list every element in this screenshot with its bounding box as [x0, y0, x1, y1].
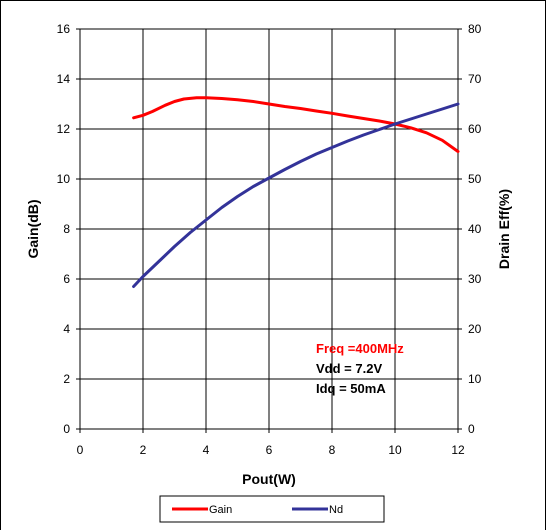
- x-axis-title: Pout(W): [242, 471, 296, 487]
- x-tick-label: 2: [140, 443, 147, 457]
- y2-tick-label: 50: [468, 172, 482, 186]
- legend-label-gain: Gain: [209, 504, 232, 516]
- y2-axis-title: Drain Eff(%): [496, 189, 512, 269]
- y-tick-label: 16: [57, 22, 71, 36]
- legend: Gain Nd: [159, 495, 385, 523]
- y-tick-label: 4: [63, 322, 70, 336]
- series-layer: [132, 96, 460, 288]
- y-tick-label: 6: [63, 272, 70, 286]
- y2-tick-label: 70: [468, 72, 482, 86]
- y-tick-label: 8: [63, 222, 70, 236]
- y2-tick-label: 40: [468, 222, 482, 236]
- y-tick-label: 2: [63, 372, 70, 386]
- annotation-idq: Idq = 50mA: [316, 381, 386, 396]
- y-tick-label: 14: [57, 72, 71, 86]
- annotation-freq: Freq =400MHz: [316, 341, 404, 356]
- x-tick-label: 12: [451, 443, 465, 457]
- y-axis-title: Gain(dB): [25, 199, 41, 258]
- x-tick-label: 4: [203, 443, 210, 457]
- y-axis-right: 0 10 20 30 40 50 60 70 80: [458, 22, 482, 436]
- y-tick-label: 0: [63, 422, 70, 436]
- x-axis: 0 2 4 6 8 10 12: [77, 429, 465, 457]
- x-tick-label: 10: [388, 443, 402, 457]
- y-tick-label: 10: [57, 172, 71, 186]
- y2-tick-label: 30: [468, 272, 482, 286]
- y2-tick-label: 60: [468, 122, 482, 136]
- x-tick-label: 0: [77, 443, 84, 457]
- y2-tick-label: 20: [468, 322, 482, 336]
- x-tick-label: 6: [266, 443, 273, 457]
- x-tick-label: 8: [329, 443, 336, 457]
- annotation-vdd: Vdd = 7.2V: [316, 361, 382, 376]
- series-line-nd: [132, 102, 460, 288]
- y2-tick-label: 80: [468, 22, 482, 36]
- y-axis-left: 0 2 4 6 8 10 12 14 16: [57, 22, 80, 436]
- legend-label-nd: Nd: [329, 504, 343, 516]
- y-tick-label: 12: [57, 122, 71, 136]
- y2-tick-label: 10: [468, 372, 482, 386]
- y2-tick-label: 0: [468, 422, 475, 436]
